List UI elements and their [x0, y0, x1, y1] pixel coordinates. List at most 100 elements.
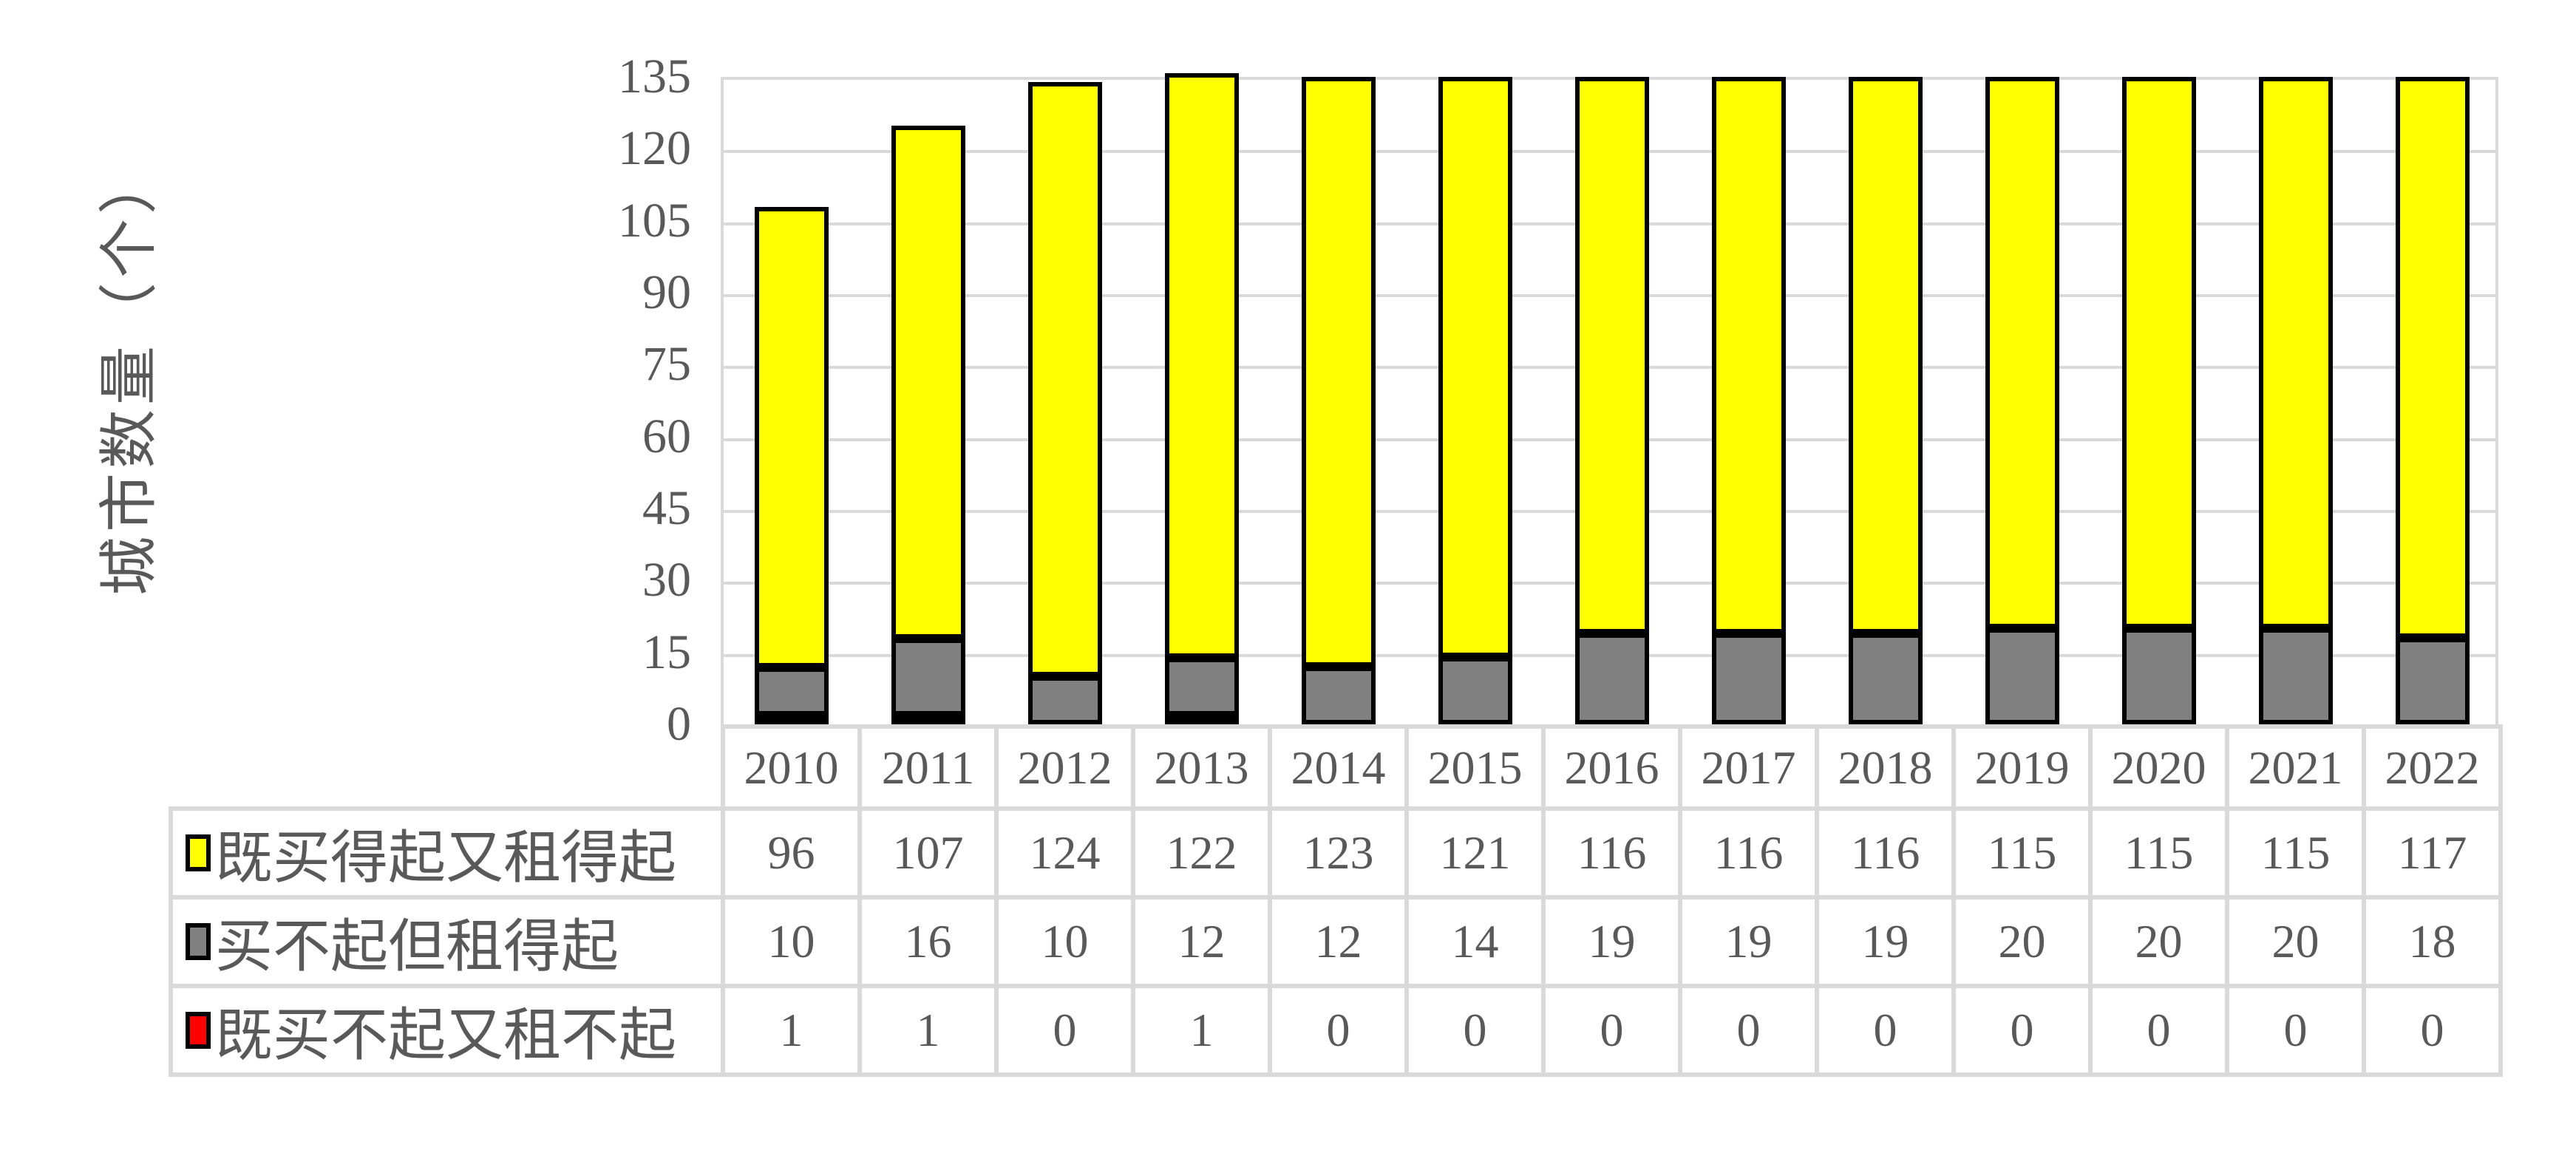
- y-tick-label-75: 75: [642, 337, 691, 392]
- value-rent-only-2012: 10: [994, 895, 1135, 988]
- value-afford-buy-and-rent-2018: 116: [1815, 806, 1956, 899]
- value-afford-buy-and-rent-2015: 121: [1404, 806, 1546, 899]
- value-afford-buy-and-rent-2020: 115: [2088, 806, 2229, 899]
- bar-2014: [1302, 77, 1376, 724]
- bar-2010: [755, 207, 829, 724]
- legend-label-neither: 既买不起又租不起: [215, 1003, 677, 1067]
- value-rent-only-2010: 10: [721, 895, 862, 988]
- bar-2011: [891, 125, 965, 724]
- y-tick-label-105: 105: [618, 193, 691, 248]
- bar-2019-segment-rent-only: [1985, 628, 2059, 724]
- bar-slot-2018: [1818, 77, 1954, 724]
- bar-2010-segment-neither: [755, 715, 829, 724]
- table-row-neither: 既买不起又租不起 1 1 0 1 0 0 0 0 0 0 0 0 0: [169, 984, 2503, 1077]
- value-neither-2011: 1: [857, 984, 999, 1077]
- bar-2018-segment-rent-only: [1849, 633, 1923, 724]
- year-header-2018: 2018: [1815, 724, 1956, 811]
- value-rent-only-2017: 19: [1678, 895, 1819, 988]
- bar-2021-segment-rent-only: [2259, 628, 2333, 724]
- bar-2017: [1712, 77, 1786, 724]
- year-header-2017: 2017: [1678, 724, 1819, 811]
- legend-cell-neither: 既买不起又租不起: [169, 984, 725, 1077]
- value-rent-only-2016: 19: [1541, 895, 1682, 988]
- table-corner-blank: [171, 727, 723, 809]
- bar-2011-segment-rent-only: [891, 639, 965, 715]
- bar-2013: [1165, 72, 1239, 724]
- value-afford-buy-and-rent-2022: 117: [2362, 806, 2503, 899]
- legend-swatch-afford-buy-and-rent: [186, 834, 211, 871]
- bar-2013-segment-afford-buy-and-rent: [1165, 72, 1239, 659]
- bar-slot-2014: [1271, 77, 1407, 724]
- bar-slot-2020: [2091, 77, 2228, 724]
- bar-2018: [1849, 77, 1923, 724]
- data-table-with-legend: 2010 2011 2012 2013 2014 2015 2016 2017 2018 2019…: [169, 724, 2503, 1077]
- value-afford-buy-and-rent-2016: 116: [1541, 806, 1682, 899]
- value-afford-buy-and-rent-2014: 123: [1268, 806, 1409, 899]
- year-header-2019: 2019: [1951, 724, 2093, 811]
- value-neither-2018: 0: [1815, 984, 1956, 1077]
- y-tick-label-90: 90: [642, 265, 691, 319]
- value-afford-buy-and-rent-2021: 115: [2225, 806, 2366, 899]
- value-neither-2017: 0: [1678, 984, 1819, 1077]
- bar-2010-segment-rent-only: [755, 667, 829, 715]
- value-neither-2010: 1: [721, 984, 862, 1077]
- year-header-2010: 2010: [721, 724, 862, 811]
- value-neither-2016: 0: [1541, 984, 1682, 1077]
- bar-2017-segment-afford-buy-and-rent: [1712, 77, 1786, 633]
- value-neither-2012: 0: [994, 984, 1135, 1077]
- year-header-2014: 2014: [1268, 724, 1409, 811]
- bar-slot-2011: [860, 80, 997, 724]
- value-rent-only-2020: 20: [2088, 895, 2229, 988]
- y-tick-label-45: 45: [642, 481, 691, 535]
- bar-2014-segment-afford-buy-and-rent: [1302, 77, 1376, 667]
- plot-area: [721, 72, 2498, 724]
- value-rent-only-2018: 19: [1815, 895, 1956, 988]
- y-axis-title: 城市数量（个）: [98, 151, 163, 596]
- bar-2016-segment-rent-only: [1575, 633, 1649, 724]
- legend-label-afford-buy-and-rent: 既买得起又租得起: [215, 826, 677, 890]
- value-rent-only-2021: 20: [2225, 895, 2366, 988]
- bar-2022: [2396, 77, 2470, 724]
- y-tick-label-0: 0: [667, 697, 691, 751]
- y-tick-label-135: 135: [618, 50, 691, 103]
- value-rent-only-2015: 14: [1404, 895, 1546, 988]
- y-tick-label-120: 120: [618, 121, 691, 176]
- value-afford-buy-and-rent-2011: 107: [857, 806, 999, 899]
- bar-2016: [1575, 77, 1649, 724]
- bar-2019: [1985, 77, 2059, 724]
- bar-slot-2012: [997, 80, 1134, 724]
- y-tick-label-60: 60: [642, 409, 691, 463]
- value-afford-buy-and-rent-2019: 115: [1951, 806, 2093, 899]
- bar-2020-segment-rent-only: [2122, 628, 2196, 724]
- bar-2013-segment-neither: [1165, 715, 1239, 724]
- bar-2019-segment-afford-buy-and-rent: [1985, 77, 2059, 629]
- bar-slot-2013: [1134, 72, 1271, 724]
- bar-2017-segment-rent-only: [1712, 633, 1786, 724]
- y-tick-label-30: 30: [642, 553, 691, 608]
- year-header-2015: 2015: [1404, 724, 1546, 811]
- table-row-afford-buy-and-rent: 既买得起又租得起 96 107 124 122 123 121 116 116 116 115 115…: [169, 806, 2503, 899]
- legend-cell-rent-only: 买不起但租得起: [169, 895, 725, 988]
- value-neither-2020: 0: [2088, 984, 2229, 1077]
- bar-2010-segment-afford-buy-and-rent: [755, 207, 829, 668]
- value-neither-2021: 0: [2225, 984, 2366, 1077]
- value-afford-buy-and-rent-2013: 122: [1131, 806, 1272, 899]
- bar-2011-segment-neither: [891, 715, 965, 724]
- bar-2015-segment-rent-only: [1438, 657, 1512, 724]
- value-rent-only-2011: 16: [857, 895, 999, 988]
- value-rent-only-2013: 12: [1131, 895, 1272, 988]
- bar-2015-segment-afford-buy-and-rent: [1438, 77, 1512, 658]
- bar-2012-segment-afford-buy-and-rent: [1028, 81, 1102, 677]
- y-tick-label-15: 15: [642, 625, 691, 679]
- year-header-2021: 2021: [2225, 724, 2366, 811]
- bar-2014-segment-rent-only: [1302, 667, 1376, 724]
- bar-slot-2019: [1954, 77, 2091, 724]
- legend-label-rent-only: 买不起但租得起: [215, 914, 619, 979]
- value-neither-2014: 0: [1268, 984, 1409, 1077]
- legend-cell-afford-buy-and-rent: 既买得起又租得起: [169, 806, 725, 899]
- bar-2011-segment-afford-buy-and-rent: [891, 125, 965, 639]
- bar-2020: [2122, 77, 2196, 724]
- bar-2018-segment-afford-buy-and-rent: [1849, 77, 1923, 633]
- bar-slot-2021: [2228, 77, 2365, 724]
